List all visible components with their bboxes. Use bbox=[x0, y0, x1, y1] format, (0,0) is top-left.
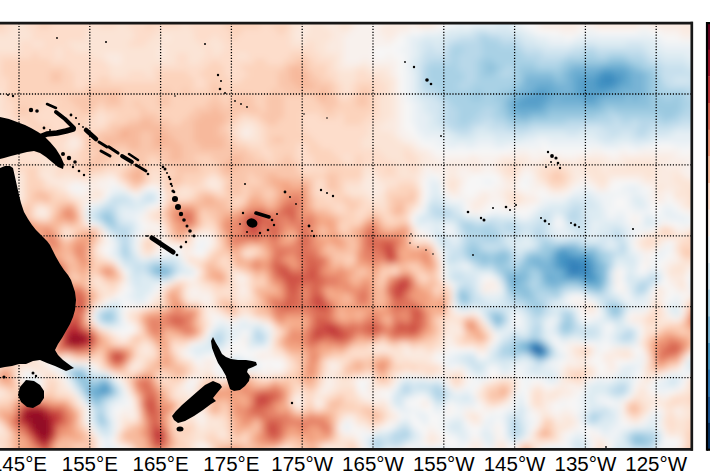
svg-text:145°W: 145°W bbox=[484, 452, 546, 473]
svg-text:135°W: 135°W bbox=[555, 452, 617, 473]
svg-text:165°E: 165°E bbox=[133, 452, 189, 473]
svg-text:155°W: 155°W bbox=[413, 452, 475, 473]
svg-text:175°W: 175°W bbox=[271, 452, 333, 473]
svg-text:175°E: 175°E bbox=[203, 452, 259, 473]
svg-text:165°W: 165°W bbox=[342, 452, 404, 473]
svg-text:145°E: 145°E bbox=[0, 452, 47, 473]
svg-text:155°E: 155°E bbox=[62, 452, 118, 473]
svg-text:125°W: 125°W bbox=[625, 452, 687, 473]
